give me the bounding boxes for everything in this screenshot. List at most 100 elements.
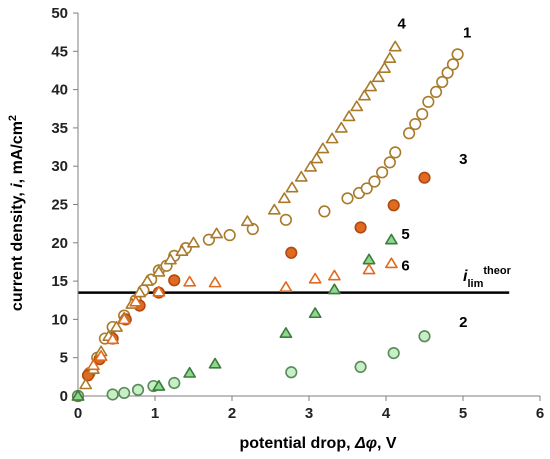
data-point	[387, 199, 400, 212]
data-point	[133, 286, 146, 298]
y-axis: 0 5 10 15 20 25 30 35 40 45 50	[51, 5, 79, 405]
data-point	[451, 48, 464, 61]
y-tick-label: 40	[51, 82, 68, 99]
y-tick-label: 45	[51, 43, 68, 60]
data-point	[384, 233, 398, 245]
data-point	[168, 274, 181, 287]
data-point	[110, 320, 123, 332]
data-point	[310, 152, 324, 164]
data-point	[422, 95, 435, 108]
data-point	[389, 146, 402, 159]
series-label-6: 6	[401, 257, 409, 274]
data-marks	[71, 40, 464, 403]
y-axis-title: current density, i, mA/cm2	[7, 115, 26, 311]
data-point	[175, 245, 189, 257]
data-point	[378, 62, 391, 73]
data-point	[131, 383, 145, 396]
data-point	[168, 376, 181, 390]
data-point	[358, 89, 371, 101]
x-tick-label: 0	[74, 405, 82, 422]
y-tick-label: 15	[51, 273, 68, 290]
data-point	[285, 366, 298, 379]
data-point	[223, 229, 236, 242]
data-point	[328, 269, 341, 281]
data-point	[308, 307, 322, 319]
x-tick-label: 6	[536, 405, 544, 422]
data-point	[106, 388, 119, 401]
x-tick-label: 1	[151, 405, 159, 422]
data-point	[376, 166, 389, 179]
limit-current-label: ilimtheor	[463, 265, 512, 290]
y-tick-label: 5	[60, 350, 68, 367]
data-point	[152, 379, 166, 391]
series-label-4: 4	[398, 15, 407, 32]
data-point	[342, 110, 356, 122]
data-point	[383, 52, 397, 63]
x-axis-title: potential drop, Δφ, V	[239, 435, 396, 452]
data-point	[334, 121, 348, 133]
y-tick-label: 20	[51, 235, 68, 252]
series-5	[71, 233, 398, 401]
data-point	[388, 40, 402, 52]
data-point	[285, 246, 298, 259]
data-point	[279, 213, 293, 226]
series-label-1: 1	[463, 25, 471, 42]
data-point	[416, 108, 429, 121]
data-point	[308, 272, 322, 284]
y-tick-label: 30	[51, 158, 68, 175]
data-point	[183, 275, 197, 287]
data-point	[164, 253, 177, 265]
data-point	[94, 350, 108, 361]
data-point	[371, 71, 385, 83]
series-label-2: 2	[459, 314, 467, 331]
data-point	[325, 132, 339, 144]
series-6	[87, 257, 398, 371]
data-point	[87, 359, 100, 371]
data-point	[403, 127, 416, 140]
data-point	[208, 276, 222, 288]
data-point	[187, 236, 200, 248]
series-labels: 1 2 3 4 5 6	[398, 15, 472, 331]
x-tick-label: 3	[305, 405, 313, 422]
data-point	[383, 156, 396, 169]
data-point	[418, 330, 431, 343]
data-point	[183, 366, 197, 378]
data-point	[241, 215, 254, 227]
data-point	[328, 283, 341, 295]
series-label-5: 5	[401, 226, 409, 243]
x-tick-label: 2	[228, 405, 236, 422]
data-point	[79, 378, 93, 390]
series-2	[71, 330, 431, 403]
x-tick-label: 5	[459, 405, 467, 422]
y-tick-label: 0	[60, 388, 68, 405]
data-point	[364, 80, 378, 92]
data-point	[409, 117, 422, 131]
data-point	[387, 347, 400, 360]
data-point	[285, 181, 299, 193]
data-point	[294, 170, 308, 182]
data-point	[318, 205, 331, 218]
series-label-3: 3	[459, 151, 467, 168]
data-point	[418, 171, 431, 184]
data-point	[316, 142, 330, 154]
x-axis: 0 1 2 3 4 5 6	[74, 395, 544, 422]
data-point	[279, 281, 293, 293]
data-point	[267, 203, 281, 215]
data-point	[360, 182, 373, 195]
data-point	[208, 357, 222, 369]
data-point	[152, 285, 166, 297]
data-point	[71, 389, 85, 401]
data-point	[341, 192, 354, 205]
data-point	[152, 265, 166, 277]
data-point	[362, 263, 376, 275]
data-point	[117, 313, 131, 325]
data-point	[106, 333, 120, 345]
data-point	[304, 160, 317, 172]
data-point	[129, 295, 143, 307]
data-point	[350, 100, 364, 112]
data-point	[277, 192, 291, 204]
x-tick-label: 4	[382, 405, 391, 422]
data-point	[140, 274, 154, 286]
series-3	[81, 171, 431, 382]
